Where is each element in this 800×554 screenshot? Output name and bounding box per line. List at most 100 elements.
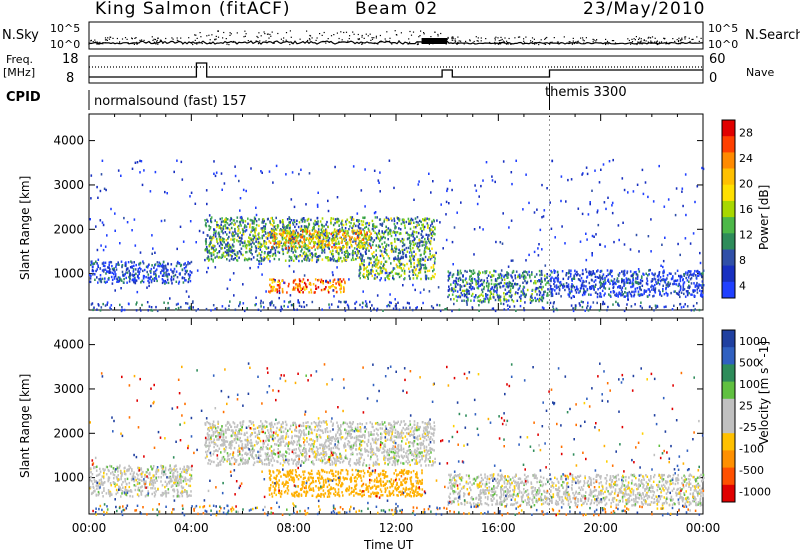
heatmap-cell	[228, 304, 230, 308]
heatmap-cell	[372, 270, 374, 273]
heatmap-cell	[461, 293, 463, 297]
heatmap-cell	[674, 213, 677, 217]
heatmap-cell	[425, 275, 427, 278]
heatmap-cell	[392, 231, 394, 234]
heatmap-cell	[686, 273, 689, 276]
heatmap-cell	[539, 279, 541, 282]
heatmap-cell	[422, 258, 425, 261]
heatmap-cell	[135, 272, 137, 275]
heatmap-cell	[342, 232, 345, 235]
heatmap-cell	[586, 304, 589, 307]
nsearch-dot	[270, 35, 272, 37]
heatmap-cell	[333, 278, 336, 281]
heatmap-cell	[595, 291, 597, 294]
nsearch-dot	[308, 38, 311, 40]
heatmap-cell	[322, 230, 324, 234]
heatmap-cell	[429, 232, 432, 235]
heatmap-cell	[423, 251, 426, 254]
heatmap-cell	[189, 279, 192, 283]
heatmap-cell	[271, 216, 273, 220]
heatmap-cell	[503, 275, 505, 279]
heatmap-cell	[287, 248, 290, 251]
heatmap-cell	[110, 271, 112, 274]
nsearch-dot	[408, 38, 410, 40]
heatmap-cell	[224, 231, 227, 234]
heatmap-cell	[531, 271, 533, 274]
heatmap-cell	[544, 290, 546, 293]
heatmap-cell	[367, 238, 369, 241]
heatmap-cell	[485, 270, 488, 273]
heatmap-cell	[448, 273, 451, 276]
heatmap-cell	[623, 269, 626, 273]
heatmap-cell	[475, 294, 477, 297]
heatmap-cell	[290, 219, 293, 222]
heatmap-cell	[650, 218, 652, 221]
heatmap-cell	[265, 290, 267, 293]
heatmap-cell	[611, 201, 614, 205]
heatmap-cell	[596, 295, 599, 299]
heatmap-cell	[495, 240, 497, 244]
heatmap-cell	[533, 250, 536, 254]
heatmap-cell	[265, 247, 268, 250]
heatmap-cell	[116, 277, 118, 280]
heatmap-cell	[117, 261, 119, 264]
heatmap-cell	[676, 292, 679, 295]
heatmap-cell	[277, 224, 280, 227]
heatmap-cell	[206, 250, 209, 253]
heatmap-cell	[624, 273, 626, 276]
heatmap-cell	[394, 250, 397, 253]
heatmap-cell	[666, 282, 669, 286]
nsearch-dot	[681, 42, 683, 44]
heatmap-cell	[274, 239, 276, 243]
heatmap-cell	[245, 250, 248, 254]
heatmap-cell	[323, 251, 326, 254]
heatmap-cell	[124, 480, 127, 483]
heatmap-cell	[92, 273, 94, 276]
heatmap-cell	[311, 253, 314, 257]
heatmap-cell	[457, 279, 460, 282]
heatmap-cell	[110, 472, 112, 475]
nsearch-dot	[280, 38, 282, 40]
heatmap-cell	[131, 278, 134, 282]
heatmap-cell	[249, 233, 251, 237]
heatmap-cell	[700, 289, 703, 293]
heatmap-cell	[447, 275, 450, 278]
heatmap-cell	[700, 294, 702, 298]
heatmap-cell	[394, 246, 396, 250]
heatmap-cell	[312, 222, 315, 225]
heatmap-cell	[298, 301, 301, 304]
heatmap-cell	[496, 283, 499, 286]
nsearch-dot	[182, 43, 184, 45]
heatmap-cell	[256, 254, 259, 257]
heatmap-cell	[292, 230, 294, 233]
heatmap-cell	[416, 244, 418, 248]
heatmap-cell	[358, 227, 361, 230]
heatmap-cell	[153, 491, 156, 494]
heatmap-cell	[619, 286, 621, 289]
heatmap-cell	[623, 243, 626, 246]
heatmap-cell	[383, 218, 386, 221]
heatmap-cell	[329, 258, 332, 262]
heatmap-cell	[96, 276, 98, 279]
nsearch-dot	[159, 39, 161, 41]
heatmap-cell	[226, 226, 228, 230]
heatmap-cell	[138, 277, 140, 280]
heatmap-cell	[372, 255, 374, 258]
heatmap-cell	[242, 302, 245, 305]
heatmap-cell	[129, 266, 132, 269]
heatmap-cell	[250, 238, 253, 242]
heatmap-cell	[346, 218, 349, 221]
nsearch-dot	[664, 37, 666, 40]
heatmap-cell	[267, 251, 269, 254]
heatmap-cell	[146, 266, 149, 269]
heatmap-cell	[629, 292, 632, 295]
heatmap-cell	[216, 240, 218, 243]
heatmap-cell	[275, 228, 278, 231]
heatmap-cell	[167, 468, 170, 472]
heatmap-cell	[240, 215, 243, 219]
nsearch-dot	[208, 34, 210, 36]
heatmap-cell	[618, 291, 621, 294]
heatmap-cell	[296, 219, 298, 222]
heatmap-cell	[362, 274, 364, 277]
heatmap-cell	[374, 277, 377, 280]
